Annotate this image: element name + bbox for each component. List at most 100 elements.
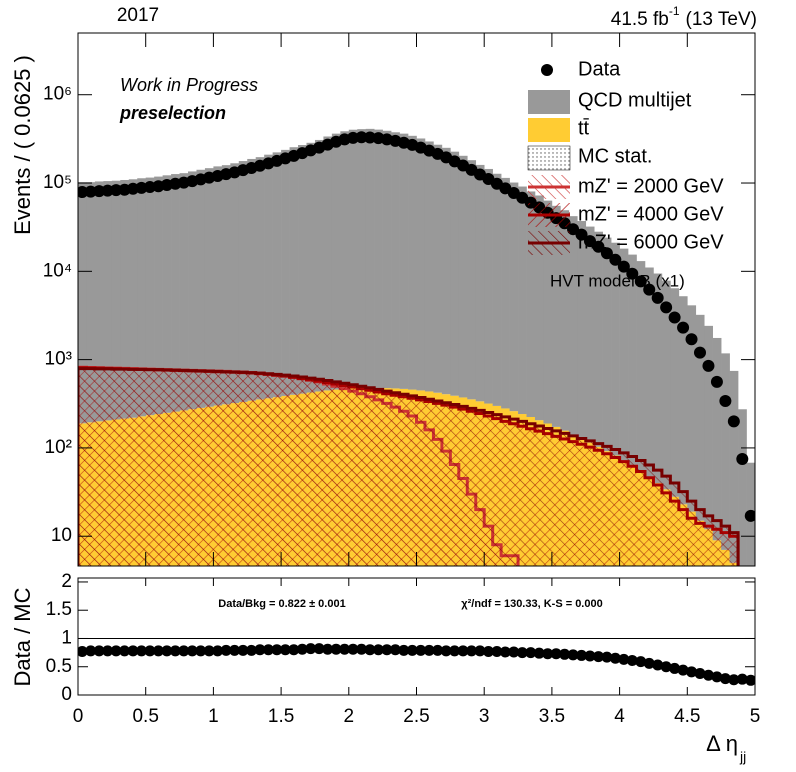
signal-bar	[611, 449, 620, 566]
lumi: 41.5 fb	[611, 9, 669, 30]
ratio-point	[626, 655, 638, 667]
signal-bar	[628, 456, 637, 566]
signal-bar	[568, 435, 578, 566]
ratio-point	[186, 645, 198, 657]
stack-bar	[424, 141, 434, 392]
ratio-point	[711, 671, 723, 683]
ratio-point	[415, 644, 427, 656]
stack-bar	[78, 182, 87, 424]
signal-bar	[281, 375, 290, 566]
signal-bar	[661, 476, 671, 566]
data-point	[693, 346, 706, 359]
signal-bar	[179, 370, 189, 566]
signal-bar	[653, 470, 662, 566]
signal-bar	[111, 369, 121, 566]
ratio-point	[457, 645, 469, 657]
stack-bar	[678, 296, 688, 505]
signal-bar	[518, 421, 527, 566]
x-tick-label: 3.5	[539, 706, 565, 727]
ratio-point	[203, 645, 215, 657]
signal-bar	[721, 526, 730, 566]
signal-bar	[450, 404, 459, 566]
signal-bar	[644, 465, 654, 566]
ratio-point	[482, 645, 494, 657]
x-tick-label: 4	[614, 706, 625, 727]
stack-bar	[501, 177, 510, 409]
signal-bar	[306, 378, 315, 566]
data-point	[592, 240, 605, 253]
stack-bar	[289, 147, 299, 395]
signal-bar	[729, 532, 739, 566]
ratio-point	[271, 644, 283, 656]
signal-bar	[509, 419, 519, 566]
ratio-plot	[78, 637, 755, 686]
ratio-axis-title: Data / MC	[10, 587, 35, 686]
stack-bar	[636, 261, 646, 471]
ratio-point	[440, 645, 452, 657]
stack-bar	[145, 177, 155, 416]
ratio-point	[567, 649, 579, 661]
stack-bar	[568, 216, 578, 435]
stack-bar	[518, 186, 527, 415]
signal-bar	[171, 370, 180, 566]
ratio-point	[702, 669, 714, 681]
ratio-point	[491, 645, 503, 657]
signal-bar	[391, 392, 400, 566]
ratio-y-tick-label: 1.5	[46, 599, 72, 620]
ratio-point	[127, 645, 139, 657]
ratio-point	[152, 645, 164, 657]
stack-bar	[230, 163, 240, 404]
ratio-point	[618, 653, 630, 665]
ratio-point	[229, 644, 241, 656]
ratio-point	[102, 645, 114, 657]
stack-bar	[602, 237, 612, 452]
ratio-point	[161, 645, 173, 657]
stack-bar	[467, 160, 477, 400]
signal-bar	[560, 433, 569, 566]
legend-swatch	[527, 145, 571, 171]
ratio-point	[499, 646, 511, 658]
data-point	[727, 415, 740, 428]
ratio-point	[652, 659, 664, 671]
stack-bar	[585, 226, 595, 443]
ratio-point	[372, 644, 384, 656]
x-axis-title-sub: jj	[739, 749, 746, 765]
ratio-point	[262, 644, 274, 656]
data-point	[101, 184, 114, 197]
stack-bar	[94, 181, 104, 422]
stack-bar	[551, 205, 561, 427]
stack-bar	[399, 133, 409, 389]
stack-bar	[357, 129, 367, 389]
legend-swatch	[528, 118, 570, 142]
signal-bar	[348, 384, 358, 566]
ratio-point	[398, 644, 410, 656]
signal-bar	[289, 376, 299, 566]
stack-bar	[509, 182, 519, 412]
stack-bar	[272, 152, 282, 398]
stack-bar	[204, 168, 214, 407]
stack-bar	[221, 165, 231, 405]
ratio-y-tick-label: 0.5	[46, 656, 72, 677]
stack-bar	[137, 178, 146, 417]
ratio-point	[322, 643, 334, 655]
signal-bar	[619, 452, 629, 566]
ratio-point	[245, 644, 257, 656]
data-point	[710, 375, 723, 388]
signal-bar	[255, 373, 265, 566]
data-point	[685, 333, 698, 346]
ratio-point	[178, 645, 190, 657]
signal-bar	[543, 428, 552, 566]
stack-bar	[721, 353, 730, 550]
stack-bar	[391, 132, 400, 389]
stack-bar	[196, 169, 206, 408]
legend-label: MC stat.	[578, 145, 652, 167]
stack-bar	[416, 138, 426, 391]
stack-bar	[611, 242, 620, 456]
stack-bar	[628, 254, 637, 466]
stack-bar	[670, 288, 680, 497]
signal-bar	[154, 369, 163, 566]
data-point	[660, 301, 673, 314]
signal-bar	[145, 369, 155, 566]
ratio-point	[78, 645, 88, 657]
data-point	[626, 267, 639, 280]
